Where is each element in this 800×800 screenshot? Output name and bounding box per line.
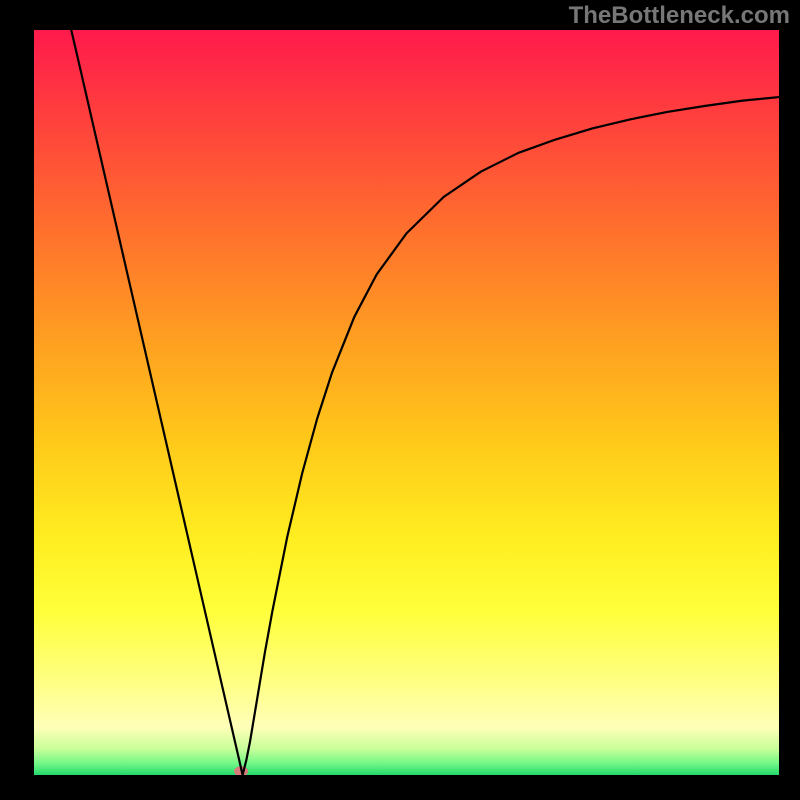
gradient-background — [34, 30, 779, 775]
watermark-text: TheBottleneck.com — [569, 2, 790, 30]
bottleneck-chart — [34, 30, 779, 775]
